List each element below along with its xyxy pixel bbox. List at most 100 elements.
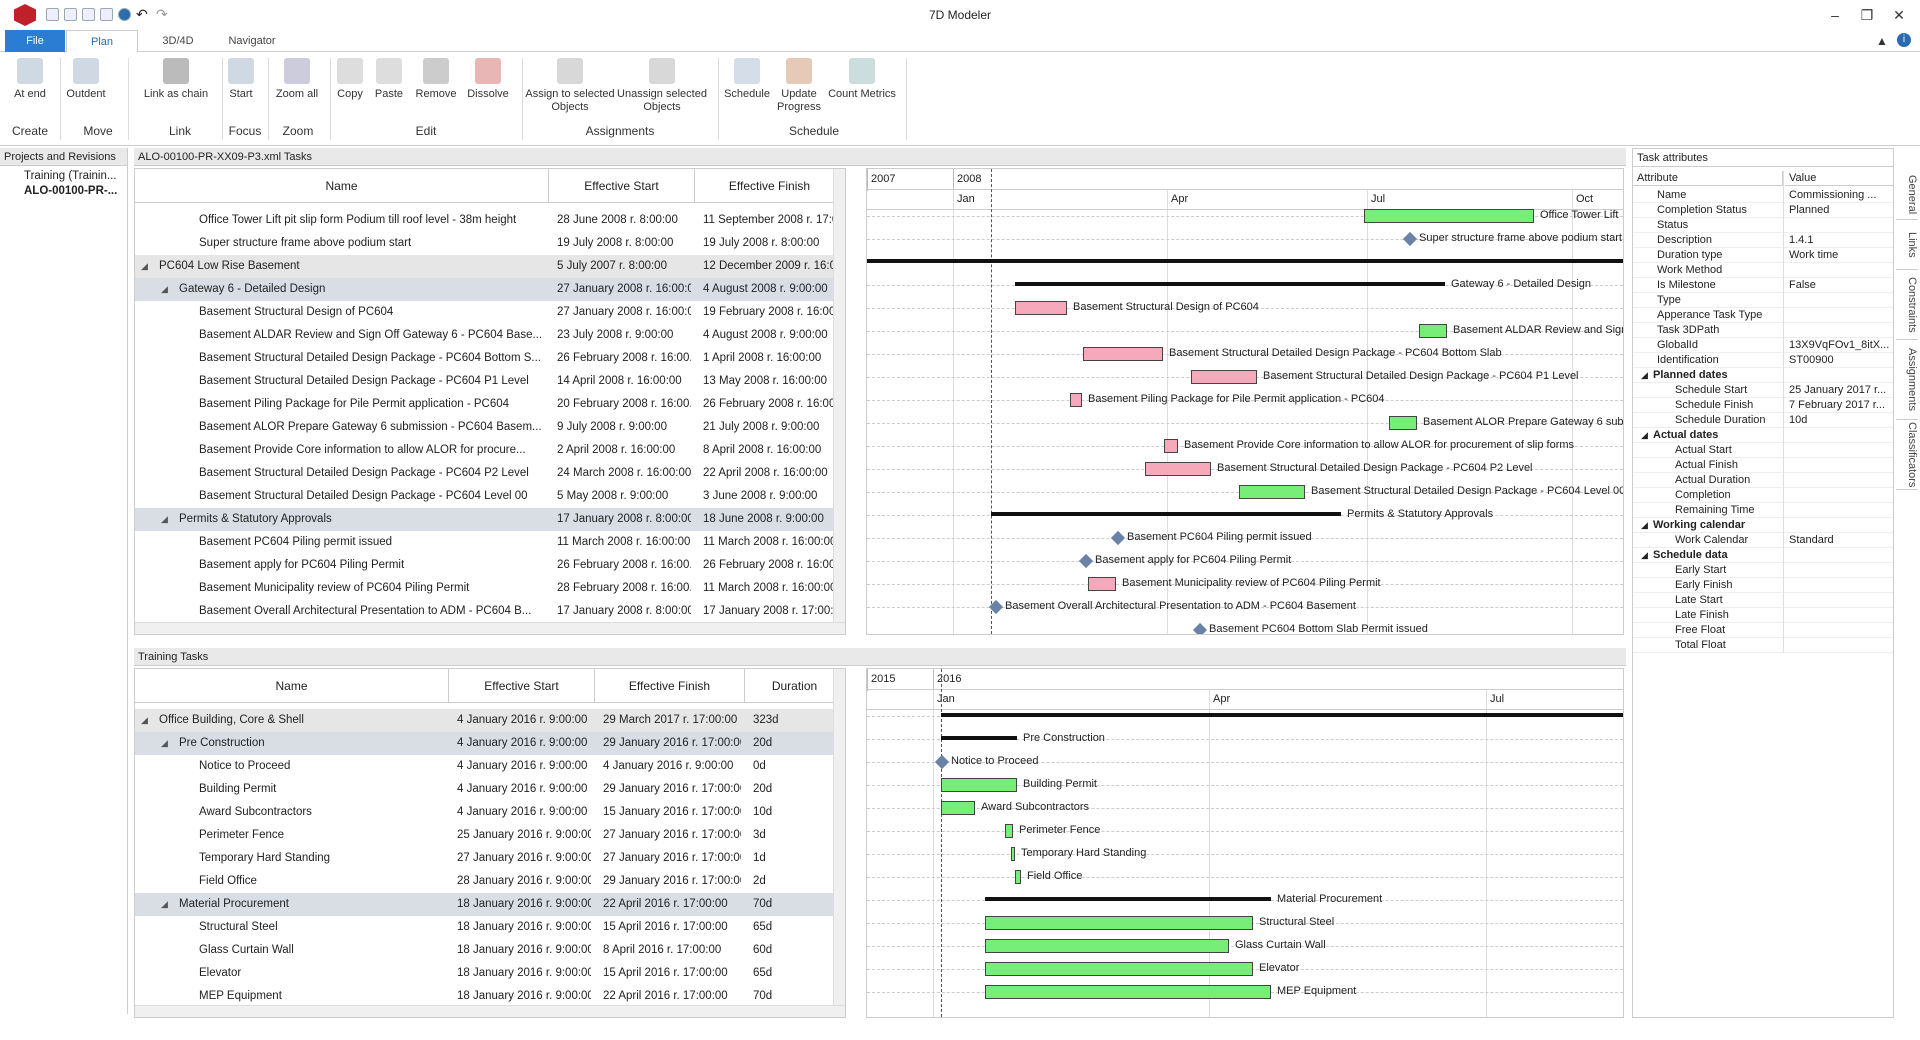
table-row[interactable]: Basement Overall Architectural Presentat…	[135, 600, 841, 623]
expand-toggle-icon[interactable]: ◢	[1641, 370, 1648, 380]
attribute-value[interactable]	[1785, 308, 1893, 323]
attribute-value[interactable]: Commissioning ...	[1789, 189, 1877, 201]
collapse-ribbon-icon[interactable]: ▲	[1876, 34, 1888, 48]
table-row[interactable]: Award Subcontractors 4 January 2016 r. 9:…	[135, 801, 833, 824]
task-bar[interactable]	[1389, 416, 1417, 430]
ribbon-button-count-metrics[interactable]: Count Metrics	[827, 58, 897, 101]
task-bar[interactable]	[1364, 209, 1534, 223]
expand-toggle-icon[interactable]: ◢	[161, 284, 168, 294]
summary-bar[interactable]	[991, 512, 1341, 516]
attribute-value[interactable]	[1785, 488, 1893, 503]
attribute-value[interactable]	[1785, 623, 1893, 638]
ribbon-button-paste[interactable]: Paste	[371, 58, 407, 101]
attribute-value[interactable]	[1785, 443, 1893, 458]
task-bar[interactable]	[985, 916, 1253, 930]
summary-bar[interactable]	[941, 736, 1017, 740]
close-icon[interactable]: ✕	[1893, 7, 1905, 23]
table-row[interactable]: Structural Steel 18 January 2016 r. 9:00:…	[135, 916, 833, 939]
minimize-icon[interactable]: –	[1831, 7, 1839, 23]
help-icon[interactable]	[118, 8, 131, 21]
milestone-marker[interactable]	[1110, 530, 1126, 546]
task-bar[interactable]	[1419, 324, 1447, 338]
info-icon[interactable]: i	[1897, 33, 1911, 47]
settings-icon[interactable]	[100, 8, 113, 21]
side-tab-assignments[interactable]: Assignments	[1896, 340, 1918, 420]
table-row[interactable]: ◢ Pre Construction 4 January 2016 r. 9:00:…	[135, 732, 833, 755]
expand-toggle-icon[interactable]: ◢	[1641, 520, 1648, 530]
table-row[interactable]: ◢ Material Procurement 18 January 2016 r. …	[135, 893, 833, 916]
ribbon-button-zoom-all[interactable]: Zoom all	[272, 58, 322, 101]
save-icon[interactable]	[64, 8, 77, 21]
table-row[interactable]: Basement PC604 Piling permit issued 11 Ma…	[135, 531, 836, 554]
task-bar[interactable]	[1164, 439, 1178, 453]
task-bar[interactable]	[1005, 824, 1013, 838]
expand-toggle-icon[interactable]: ◢	[141, 715, 148, 725]
table-row[interactable]: ◢ Office Building, Core & Shell 4 January …	[135, 709, 833, 732]
attribute-value[interactable]	[1785, 608, 1893, 623]
summary-bar[interactable]	[985, 897, 1271, 901]
attribute-value[interactable]	[1785, 293, 1893, 308]
revision-item[interactable]: ALO-00100-PR-...	[24, 185, 118, 197]
column-header-name[interactable]: Name	[135, 169, 549, 203]
expand-toggle-icon[interactable]: ◢	[161, 514, 168, 524]
ribbon-button-at-end[interactable]: At end	[6, 58, 54, 101]
tab-plan[interactable]: Plan	[66, 30, 138, 52]
table-row[interactable]: Office Tower Lift pit slip form Podium t…	[135, 209, 841, 232]
table-row[interactable]: Basement apply for PC604 Piling Permit 26…	[135, 554, 841, 577]
attribute-value[interactable]: ST00900	[1789, 354, 1834, 366]
attribute-value[interactable]: 10d	[1789, 414, 1808, 426]
task-bar[interactable]	[1191, 370, 1257, 384]
ribbon-button-remove[interactable]: Remove	[412, 58, 460, 101]
attribute-value[interactable]	[1785, 428, 1893, 443]
milestone-marker[interactable]	[1078, 553, 1094, 569]
tab-file[interactable]: File	[5, 30, 65, 52]
attribute-value[interactable]	[1785, 503, 1893, 518]
attribute-column-header[interactable]: Attribute	[1633, 171, 1783, 186]
table-row[interactable]: Building Permit 4 January 2016 r. 9:00:00…	[135, 778, 833, 801]
horizontal-scrollbar[interactable]	[135, 1005, 845, 1017]
ribbon-button-assign-to-selected-objects[interactable]: Assign to selected Objects	[524, 58, 616, 114]
attribute-value[interactable]	[1785, 638, 1893, 653]
task-bar[interactable]	[1015, 301, 1067, 315]
table-row[interactable]: Basement Structural Detailed Design Pack…	[135, 485, 833, 508]
task-bar[interactable]	[941, 778, 1017, 792]
tab-3d4d[interactable]: 3D/4D	[162, 35, 194, 47]
horizontal-scrollbar[interactable]	[135, 622, 845, 634]
task-bar[interactable]	[985, 962, 1253, 976]
summary-bar[interactable]	[1015, 282, 1445, 286]
summary-bar[interactable]	[941, 713, 1623, 717]
table-row[interactable]: Perimeter Fence 25 January 2016 r. 9:00:0…	[135, 824, 833, 847]
table-row[interactable]: Temporary Hard Standing 27 January 2016 r…	[135, 847, 833, 870]
expand-toggle-icon[interactable]: ◢	[141, 261, 148, 271]
table-row[interactable]: Basement Structural Detailed Design Pack…	[135, 347, 833, 370]
attribute-value[interactable]	[1785, 518, 1893, 533]
attribute-value[interactable]	[1785, 218, 1893, 233]
vertical-scrollbar[interactable]	[833, 669, 845, 1017]
expand-toggle-icon[interactable]: ◢	[161, 738, 168, 748]
table-row[interactable]: ◢ Permits & Statutory Approvals 17 January…	[135, 508, 833, 531]
attribute-value[interactable]: 13X9VqFOv1_8itX...	[1789, 339, 1890, 351]
table-row[interactable]: Super structure frame above podium start…	[135, 232, 833, 255]
table-row[interactable]: Basement ALOR Prepare Gateway 6 submissi…	[135, 416, 833, 439]
task-bar[interactable]	[941, 801, 975, 815]
attribute-value[interactable]: Standard	[1789, 534, 1834, 546]
table-row[interactable]: ◢ PC604 Low Rise Basement 5 July 2007 r. 8…	[135, 255, 841, 278]
table-row[interactable]: Basement Structural Detailed Design Pack…	[135, 370, 833, 393]
column-header-start[interactable]: Effective Start	[449, 669, 595, 703]
task-bar[interactable]	[1015, 870, 1021, 884]
ribbon-button-unassign-selected-objects[interactable]: Unassign selected Objects	[616, 58, 708, 114]
side-tab-general[interactable]: General	[1896, 170, 1918, 220]
column-header-start[interactable]: Effective Start	[549, 169, 695, 203]
table-row[interactable]: Field Office 28 January 2016 r. 9:00:00 29…	[135, 870, 833, 893]
table-row[interactable]: Basement Structural Design of PC604 27 Ja…	[135, 301, 841, 324]
table-row[interactable]: Notice to Proceed 4 January 2016 r. 9:00:…	[135, 755, 833, 778]
attribute-value[interactable]: 25 January 2017 r...	[1789, 384, 1887, 396]
side-tab-classificators[interactable]: Classificators	[1896, 420, 1918, 490]
ribbon-button-outdent[interactable]: Outdent	[58, 58, 114, 101]
redo-icon[interactable]: ↷	[156, 6, 168, 22]
attribute-value[interactable]	[1785, 578, 1893, 593]
column-header-dur[interactable]: Duration	[745, 669, 845, 703]
project-item[interactable]: Training (Trainin...	[24, 170, 117, 182]
attribute-value[interactable]	[1785, 263, 1893, 278]
attribute-value[interactable]: False	[1789, 279, 1816, 291]
